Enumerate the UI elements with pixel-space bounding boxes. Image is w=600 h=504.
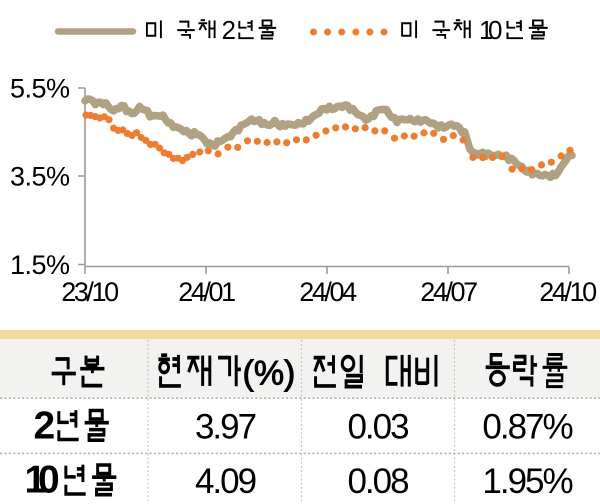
svg-text:24/07: 24/07 bbox=[420, 277, 477, 307]
svg-text:0.08: 0.08 bbox=[347, 462, 408, 501]
svg-text:1: 1 bbox=[25, 459, 47, 502]
svg-text:23/10: 23/10 bbox=[61, 277, 118, 307]
svg-text:24/04: 24/04 bbox=[299, 277, 357, 307]
svg-text:3.5%: 3.5% bbox=[10, 162, 70, 192]
svg-text:0: 0 bbox=[38, 459, 60, 502]
svg-text:0.87%: 0.87% bbox=[482, 408, 572, 447]
svg-text:1.5%: 1.5% bbox=[10, 250, 70, 280]
svg-text:(%): (%) bbox=[243, 355, 296, 393]
svg-text:3.97: 3.97 bbox=[195, 408, 256, 447]
svg-text:2: 2 bbox=[34, 405, 56, 448]
svg-text:1: 1 bbox=[479, 15, 493, 45]
svg-text:0.03: 0.03 bbox=[347, 408, 408, 447]
svg-text:4.09: 4.09 bbox=[195, 462, 256, 501]
svg-text:1.95%: 1.95% bbox=[482, 462, 572, 501]
svg-text:24/01: 24/01 bbox=[178, 277, 235, 307]
svg-text:5.5%: 5.5% bbox=[10, 74, 70, 104]
svg-text:24/10: 24/10 bbox=[539, 277, 596, 307]
svg-text:0: 0 bbox=[488, 15, 502, 45]
svg-text:2: 2 bbox=[222, 15, 236, 45]
